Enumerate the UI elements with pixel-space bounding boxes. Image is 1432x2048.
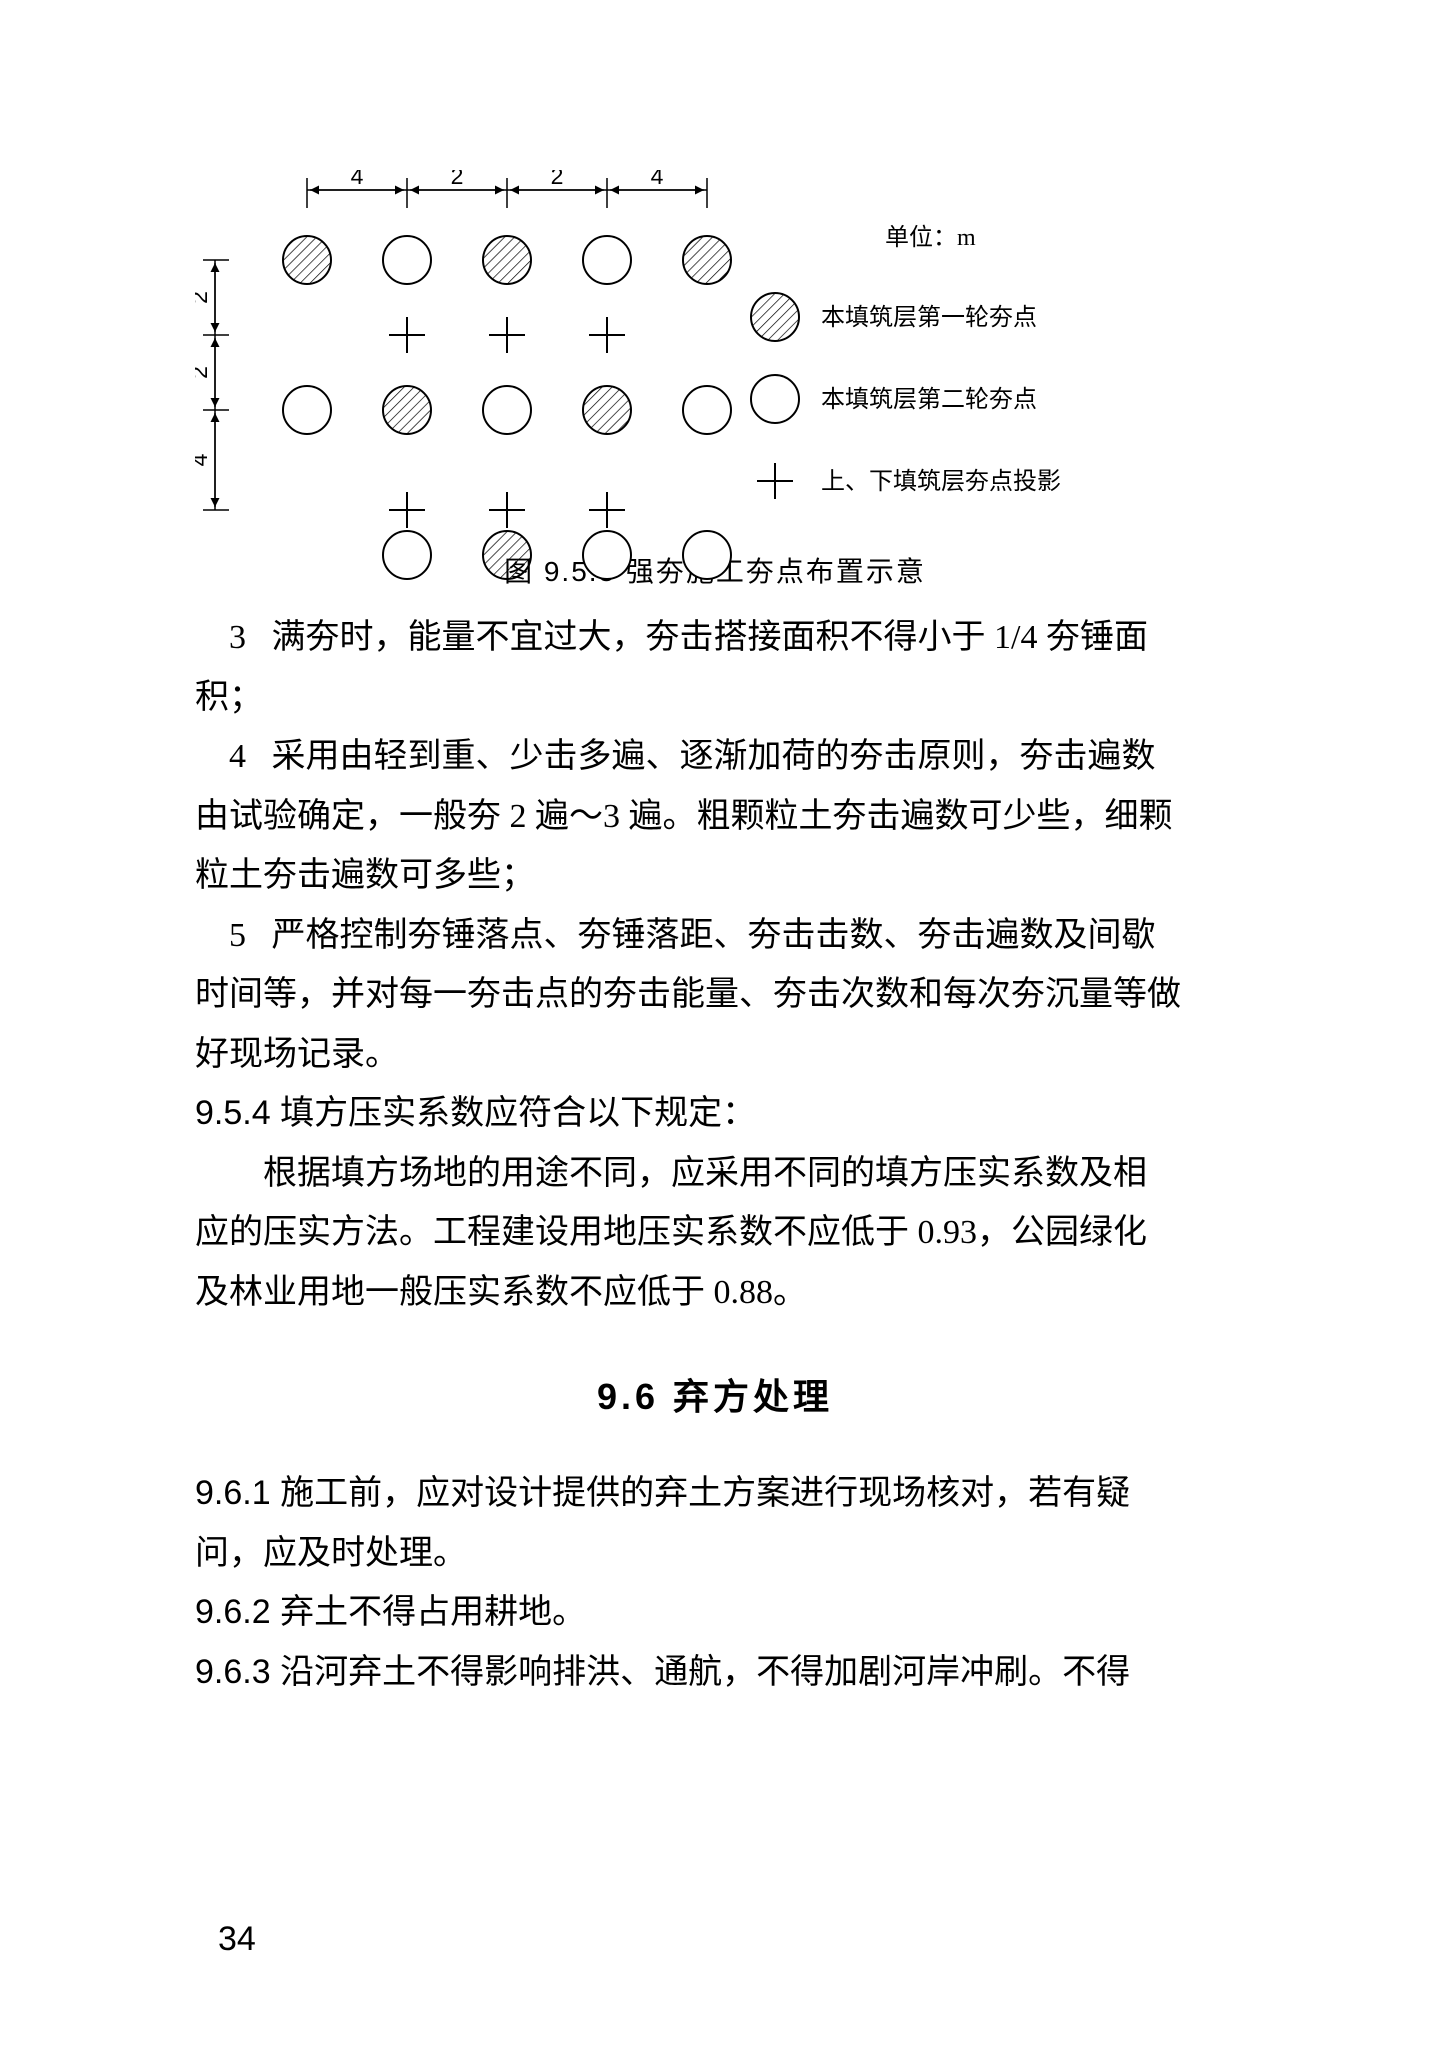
- svg-text:单位：m: 单位：m: [885, 224, 976, 251]
- para-5-line1: 5 严格控制夯锤落点、夯锤落距、夯击击数、夯击遍数及间歇: [195, 906, 1235, 966]
- para-3-line1: 3 满夯时，能量不宜过大，夯击搭接面积不得小于 1/4 夯锤面: [195, 608, 1235, 668]
- para-962: 9.6.2 弃土不得占用耕地。: [195, 1583, 1235, 1643]
- para-4-line1: 4 采用由轻到重、少击多遍、逐渐加荷的夯击原则，夯击遍数: [195, 727, 1235, 787]
- page-content: 4224224单位：m本填筑层第一轮夯点本填筑层第二轮夯点上、下填筑层夯点投影 …: [195, 170, 1235, 1702]
- para-5-line3: 好现场记录。: [195, 1025, 1235, 1085]
- svg-text:2: 2: [195, 366, 212, 379]
- svg-text:2: 2: [551, 170, 564, 189]
- heading-9-6: 9.6 弃方处理: [195, 1368, 1235, 1420]
- svg-text:4: 4: [351, 170, 364, 189]
- page-number: 34: [218, 1920, 256, 1959]
- para-4-line3: 粒土夯击遍数可多些；: [195, 846, 1235, 906]
- para-954-line1: 根据填方场地的用途不同，应采用不同的填方压实系数及相: [195, 1144, 1235, 1204]
- para-954-head: 9.5.4 填方压实系数应符合以下规定：: [195, 1084, 1235, 1144]
- svg-text:上、下填筑层夯点投影: 上、下填筑层夯点投影: [821, 468, 1061, 495]
- para-5-line2: 时间等，并对每一夯击点的夯击能量、夯击次数和每次夯沉量等做: [195, 965, 1235, 1025]
- para-3-line2: 积；: [195, 668, 1235, 728]
- para-954-line3: 及林业用地一般压实系数不应低于 0.88。: [195, 1263, 1235, 1323]
- para-961-line2: 问，应及时处理。: [195, 1524, 1235, 1584]
- svg-text:2: 2: [451, 170, 464, 189]
- num-962: 9.6.2 弃土不得占用耕地。: [195, 1593, 586, 1631]
- num-961: 9.6.1 施工前，应对设计提供的弃土方案进行现场核对，若有疑: [195, 1474, 1130, 1512]
- svg-text:2: 2: [195, 291, 212, 304]
- svg-text:4: 4: [651, 170, 664, 189]
- svg-text:本填筑层第二轮夯点: 本填筑层第二轮夯点: [821, 386, 1037, 413]
- num-963: 9.6.3 沿河弃土不得影响排洪、通航，不得加剧河岸冲刷。不得: [195, 1653, 1130, 1691]
- para-954-line2: 应的压实方法。工程建设用地压实系数不应低于 0.93，公园绿化: [195, 1203, 1235, 1263]
- para-961-line1: 9.6.1 施工前，应对设计提供的弃土方案进行现场核对，若有疑: [195, 1464, 1235, 1524]
- para-963: 9.6.3 沿河弃土不得影响排洪、通航，不得加剧河岸冲刷。不得: [195, 1643, 1235, 1703]
- diagram-svg: 4 2 2 4 2 2 4 单位：m 本填筑层第一轮夯点本填筑层第二轮夯点上、下填筑层夯点投影: [195, 170, 1095, 590]
- figure-9-5-3: 4 2 2 4 2 2 4 单位：m 本填筑层第一轮夯点本填筑层第二轮夯点上、下填筑层夯点投影: [195, 170, 1095, 540]
- num-954: 9.5.4 填方压实系数应符合以下规定：: [195, 1094, 756, 1132]
- svg-text:本填筑层第一轮夯点: 本填筑层第一轮夯点: [821, 304, 1037, 331]
- svg-text:4: 4: [195, 453, 212, 466]
- para-4-line2: 由试验确定，一般夯 2 遍～3 遍。粗颗粒土夯击遍数可少些，细颗: [195, 787, 1235, 847]
